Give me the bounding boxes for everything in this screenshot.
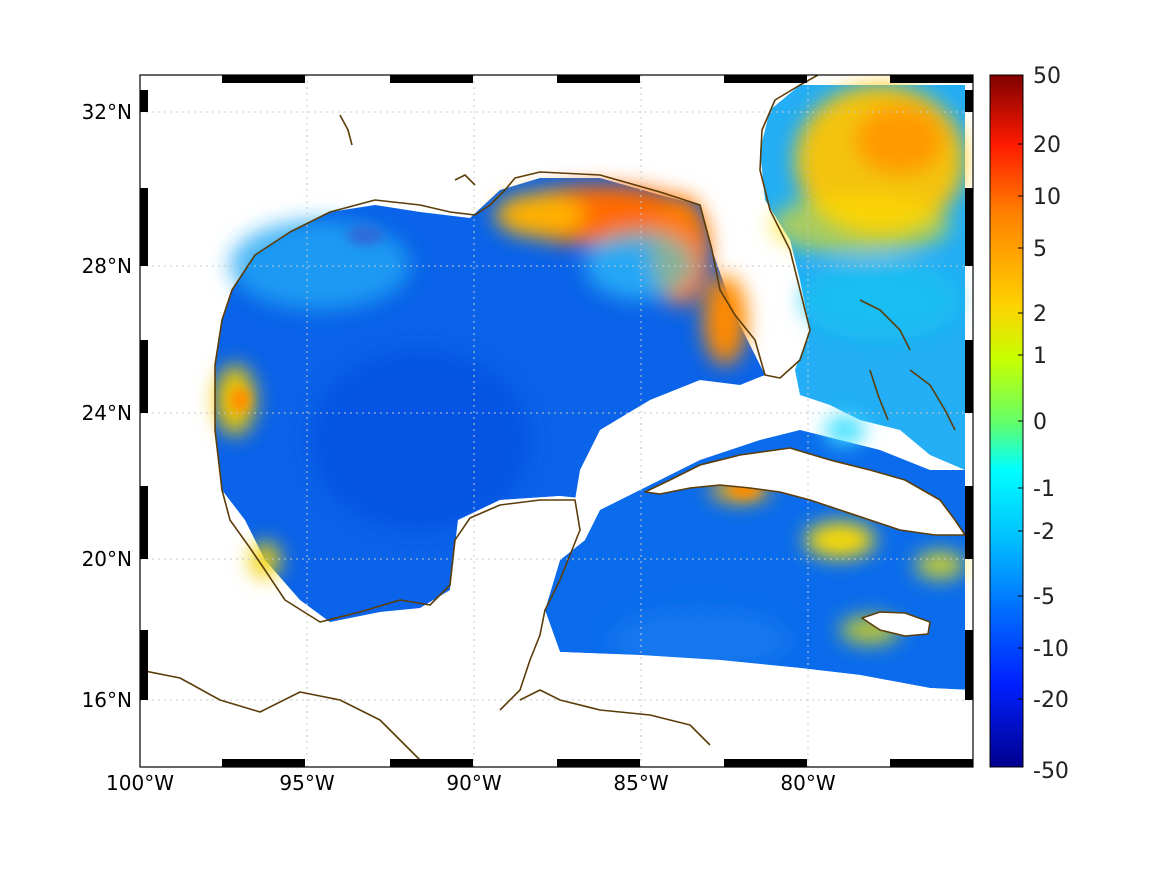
- colorbar-label: 20: [1033, 133, 1061, 158]
- frame-bars: [140, 75, 973, 767]
- land-jamaica: [862, 612, 930, 636]
- colorbar-label: -5: [1033, 585, 1055, 610]
- lon-label: 90°W: [446, 771, 501, 795]
- lon-label: 80°W: [780, 771, 835, 795]
- colorbar-label: -10: [1033, 637, 1069, 662]
- lon-label: 85°W: [613, 771, 668, 795]
- lat-label: 24°N: [82, 401, 132, 425]
- map-frame: [139, 74, 974, 768]
- colorbar-label: -50: [1033, 759, 1069, 784]
- colorbar: 50 20 10 5 2 1 0 -1 -2 -5 -10 -20 -50: [989, 64, 1069, 784]
- lat-label: 20°N: [82, 547, 132, 571]
- colorbar-label: 0: [1033, 410, 1047, 435]
- colorbar-label: 2: [1033, 302, 1047, 327]
- colorbar-label: 1: [1033, 344, 1047, 369]
- colorbar-ticks: [1018, 143, 1023, 700]
- colorbar-label: 50: [1033, 64, 1061, 89]
- lat-label: 16°N: [82, 688, 132, 712]
- lat-label: 32°N: [82, 100, 132, 124]
- lat-axis: 32°N 28°N 24°N 20°N 16°N: [82, 100, 132, 712]
- colorbar-label: 10: [1033, 185, 1061, 210]
- land-yucatan: [140, 496, 973, 767]
- gridlines: [140, 75, 973, 767]
- lon-axis: 100°W 95°W 90°W 85°W 80°W: [106, 771, 836, 795]
- colorbar-label: 5: [1033, 237, 1047, 262]
- colorbar-gradient: [989, 74, 1024, 768]
- data-field: [140, 85, 973, 767]
- lat-label: 28°N: [82, 254, 132, 278]
- colorbar-label: -20: [1033, 688, 1069, 713]
- lon-label: 95°W: [279, 771, 334, 795]
- colorbar-label: -2: [1033, 520, 1055, 545]
- land-cuba: [645, 448, 965, 535]
- coastlines: [140, 75, 966, 761]
- lon-label: 100°W: [106, 771, 174, 795]
- colorbar-label: -1: [1033, 477, 1055, 502]
